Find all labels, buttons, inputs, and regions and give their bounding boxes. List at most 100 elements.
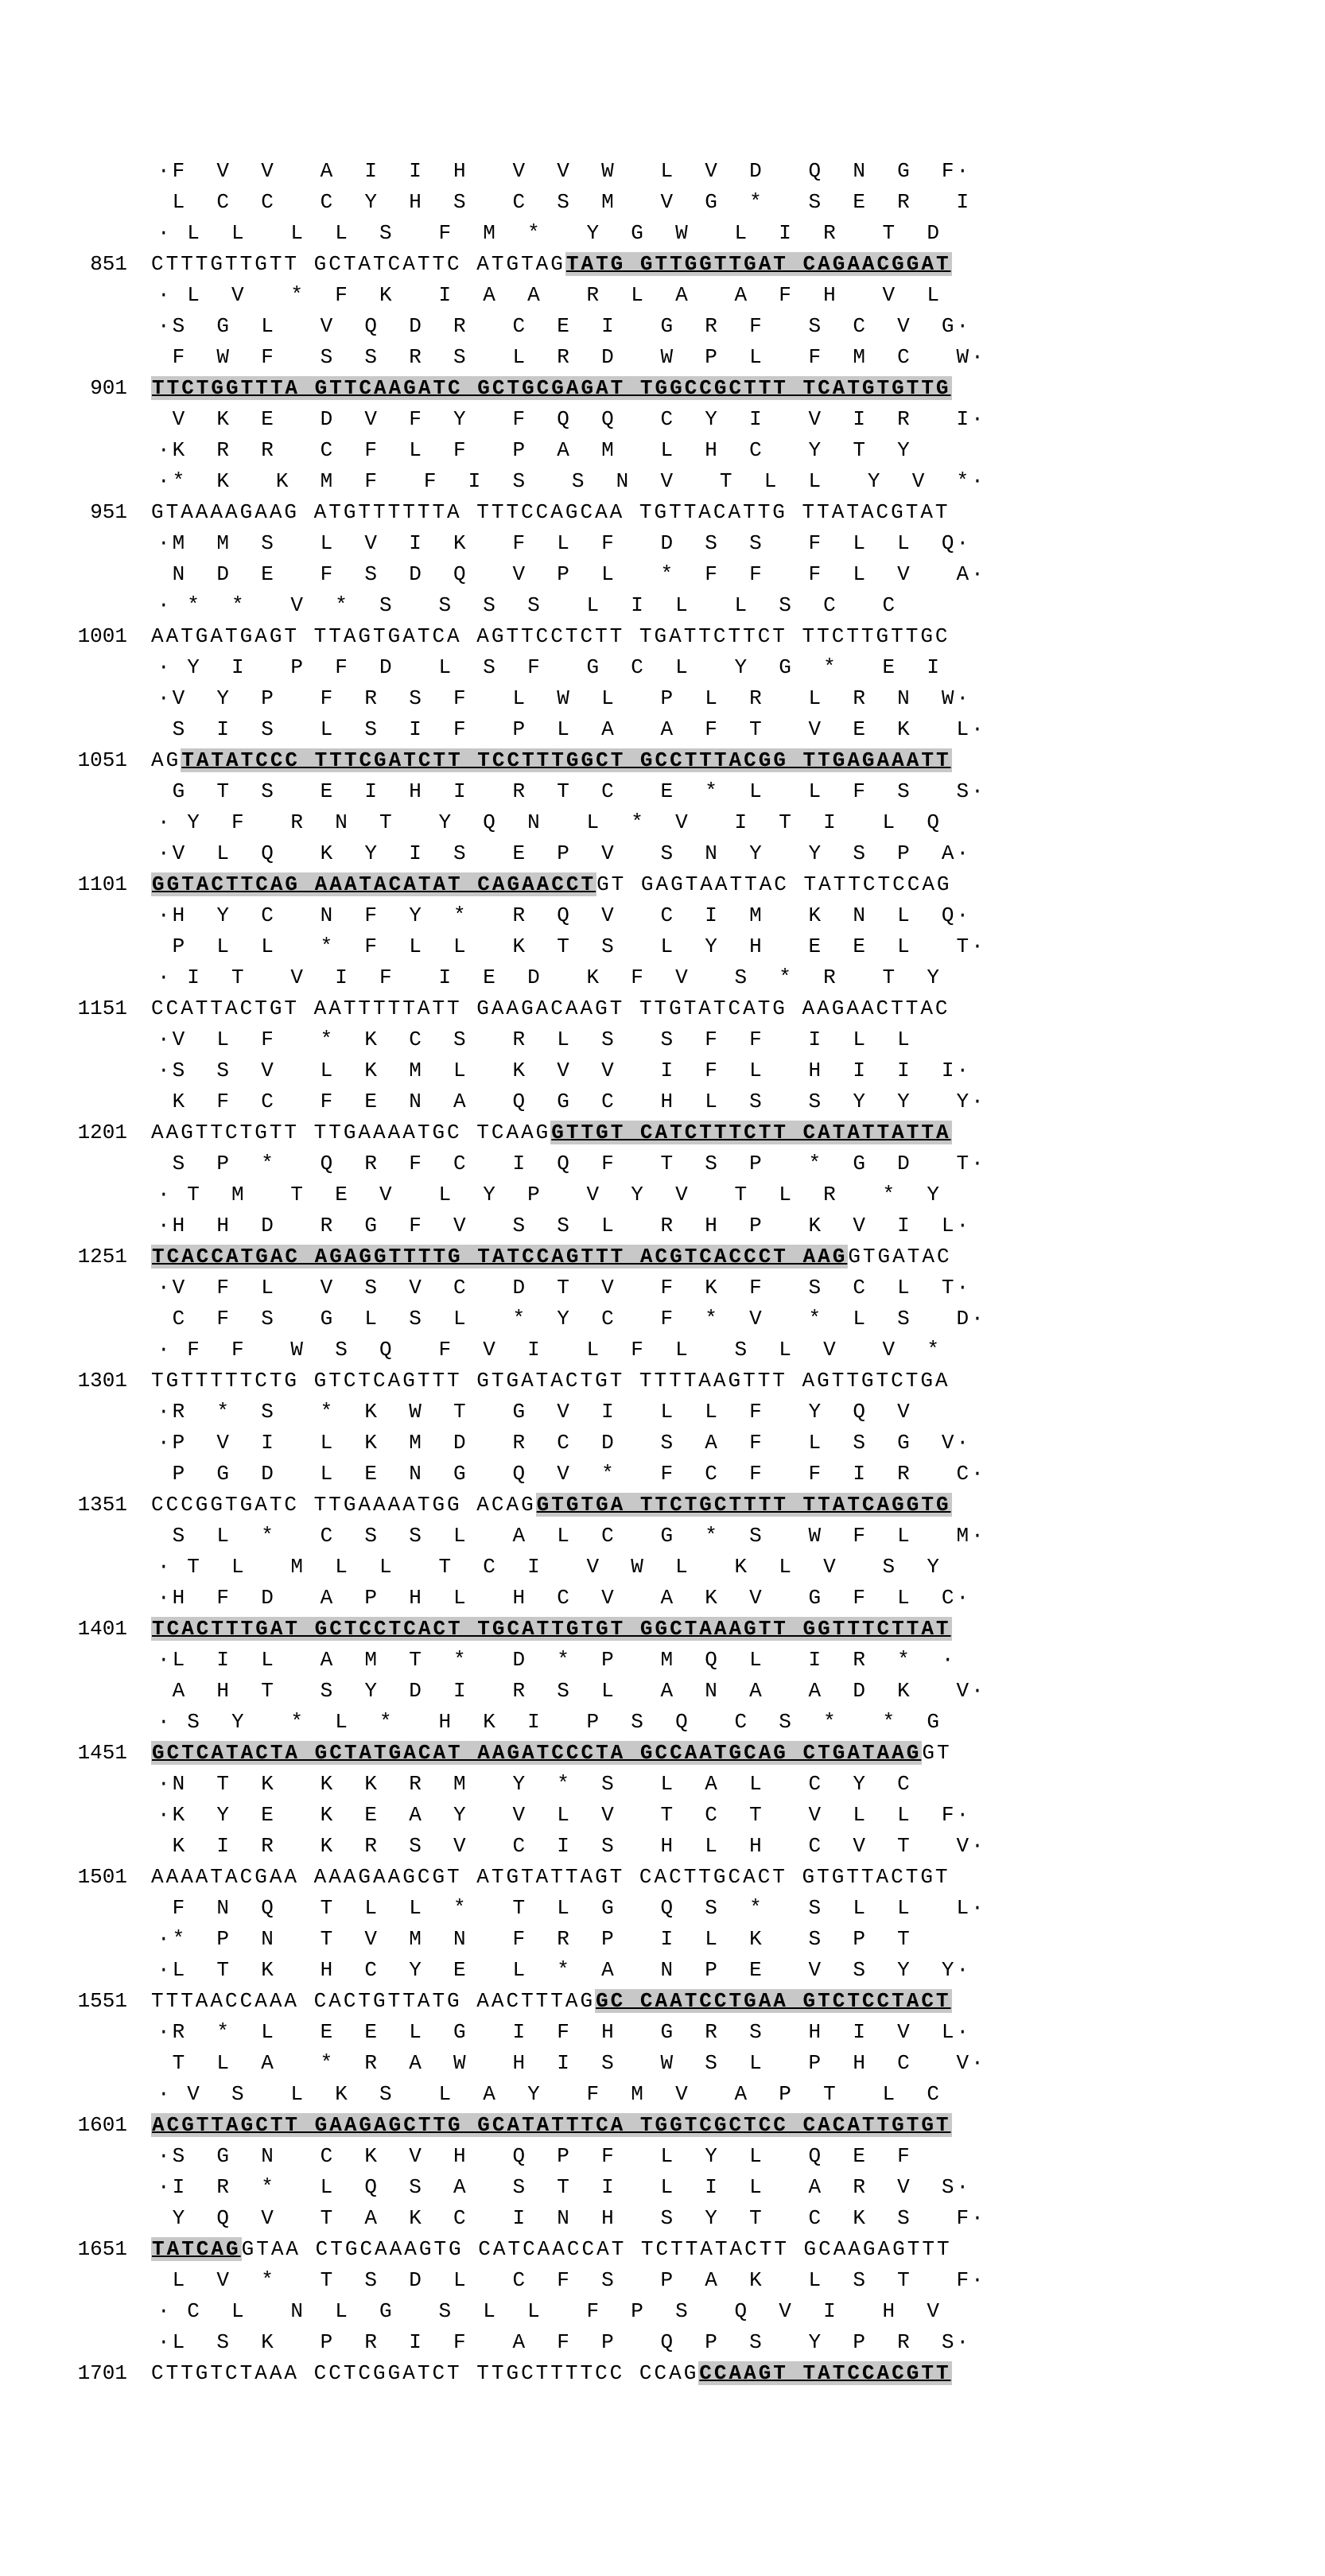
amino-acid-translation: F N Q T L L * T L G Q S * S L L L· — [151, 1893, 986, 1924]
amino-acid-translation: ·S G N C K V H Q P F L Y L Q E F — [151, 2141, 942, 2172]
dna-sequence: TATCAGGTAA CTGCAAAGTG CATCAACCAT TCTTATA… — [151, 2234, 952, 2265]
position-number: 1101 — [16, 869, 151, 900]
amino-acid-translation: ·R * S * K W T G V I L L F Y Q V — [151, 1397, 942, 1428]
amino-acid-translation: ·L I L A M T * D * P M Q L I R * · — [151, 1645, 957, 1676]
position-number: 1201 — [16, 1117, 151, 1148]
dna-sequence: TGTTTTTCTG GTCTCAGTTT GTGATACTGT TTTTAAG… — [151, 1366, 950, 1397]
amino-acid-translation: ·L T K H C Y E L * A N P E V S Y Y· — [151, 1955, 971, 1986]
amino-acid-translation: ·* K K M F F I S S N V T L L Y V *· — [151, 466, 986, 497]
plain-region: AATGATGAGT TTAGTGATCA AGTTCCTCTT TGATTCT… — [151, 624, 950, 648]
position-number: 1551 — [16, 1986, 151, 2017]
plain-region: GTAAAAGAAG ATGTTTTTTA TTTCCAGCAA TGTTACA… — [151, 500, 950, 524]
amino-acid-translation: T L A * R A W H I S W S L P H C V· — [151, 2048, 986, 2079]
dna-sequence: ACGTTAGCTT GAAGAGCTTG GCATATTTCA TGGTCGC… — [151, 2110, 952, 2141]
dna-sequence: AGTATATCCC TTTCGATCTT TCCTTTGGCT GCCTTTA… — [151, 745, 952, 776]
plain-region: GTGATAC — [848, 1245, 951, 1269]
plain-region: CCCGGTGATC TTGAAAATGG ACAG — [151, 1493, 536, 1517]
position-number: 1051 — [16, 745, 151, 776]
dna-sequence: TCACTTTGAT GCTCCTCACT TGCATTGTGT GGCTAAA… — [151, 1614, 952, 1645]
plain-region: AAGTTCTGTT TTGAAAATGC TCAAG — [151, 1121, 550, 1144]
amino-acid-translation: · F F W S Q F V I L F L S L V V * — [151, 1335, 957, 1366]
dna-sequence: TTTAACCAAA CACTGTTATG AACTTTAGGC CAATCCT… — [151, 1986, 952, 2017]
amino-acid-translation: · C L N L G S L L F P S Q V I H V — [151, 2296, 957, 2327]
dna-sequence: CTTTGTTGTT GCTATCATTC ATGTAGTATG GTTGGTT… — [151, 249, 952, 280]
highlighted-region: GTGTGA TTCTGCTTTT TTATCAGGTG — [536, 1493, 952, 1517]
amino-acid-translation: ·H H D R G F V S S L R H P K V I L· — [151, 1210, 971, 1241]
amino-acid-translation: L V * T S D L C F S P A K L S T F· — [151, 2265, 986, 2296]
dna-sequence: AAGTTCTGTT TTGAAAATGC TCAAGGTTGT CATCTTT… — [151, 1117, 952, 1148]
highlighted-region: ACGTTAGCTT GAAGAGCTTG GCATATTTCA TGGTCGC… — [151, 2113, 952, 2137]
amino-acid-translation: S I S L S I F P L A A F T V E K L· — [151, 714, 986, 745]
position-number: 1501 — [16, 1862, 151, 1893]
amino-acid-translation: ·H Y C N F Y * R Q V C I M K N L Q· — [151, 900, 971, 931]
amino-acid-translation: · L L L L S F M * Y G W L I R T D — [151, 218, 957, 249]
amino-acid-translation: G T S E I H I R T C E * L L F S S· — [151, 776, 986, 807]
amino-acid-translation: ·V Y P F R S F L W L P L R L R N W· — [151, 683, 971, 714]
highlighted-region: TATATCCC TTTCGATCTT TCCTTTGGCT GCCTTTACG… — [181, 748, 951, 772]
highlighted-region: TTCTGGTTTA GTTCAAGATC GCTGCGAGAT TGGCCGC… — [151, 376, 952, 400]
dna-sequence: GTAAAAGAAG ATGTTTTTTA TTTCCAGCAA TGTTACA… — [151, 497, 950, 528]
amino-acid-translation: ·K Y E K E A Y V L V T C T V L L F· — [151, 1800, 971, 1831]
amino-acid-translation: · Y I P F D L S F G C L Y G * E I — [151, 652, 957, 683]
dna-sequence: AAAATACGAA AAAGAAGCGT ATGTATTAGT CACTTGC… — [151, 1862, 950, 1893]
amino-acid-translation: ·* P N T V M N F R P I L K S P T — [151, 1924, 942, 1955]
amino-acid-translation: · * * V * S S S S L I L L S C C — [151, 590, 927, 621]
plain-region: CTTGTCTAAA CCTCGGATCT TTGCTTTTCC CCAG — [151, 2361, 698, 2385]
amino-acid-translation: L C C C Y H S C S M V G * S E R I — [151, 187, 986, 218]
amino-acid-translation: ·K R R C F L F P A M L H C Y T Y — [151, 435, 942, 466]
highlighted-region: GGTACTTCAG AAATACATAT CAGAACCT — [151, 872, 596, 896]
position-number: 1651 — [16, 2234, 151, 2265]
plain-region: GT — [922, 1741, 951, 1765]
highlighted-region: TCACCATGAC AGAGGTTTTG TATCCAGTTT ACGTCAC… — [151, 1245, 848, 1269]
amino-acid-translation: ·L S K P R I F A F P Q P S Y P R S· — [151, 2327, 971, 2358]
position-number: 1151 — [16, 993, 151, 1024]
amino-acid-translation: V K E D V F Y F Q Q C Y I V I R I· — [151, 404, 986, 435]
dna-sequence: AATGATGAGT TTAGTGATCA AGTTCCTCTT TGATTCT… — [151, 621, 950, 652]
amino-acid-translation: ·I R * L Q S A S T I L I L A R V S· — [151, 2172, 971, 2203]
position-number: 951 — [16, 497, 151, 528]
dna-sequence: TCACCATGAC AGAGGTTTTG TATCCAGTTT ACGTCAC… — [151, 1241, 952, 1272]
amino-acid-translation: C F S G L S L * Y C F * V * L S D· — [151, 1304, 986, 1335]
dna-sequence: GGTACTTCAG AAATACATAT CAGAACCTGT GAGTAAT… — [151, 869, 952, 900]
amino-acid-translation: ·S G L V Q D R C E I G R F S C V G· — [151, 311, 971, 342]
dna-sequence: CCCGGTGATC TTGAAAATGG ACAGGTGTGA TTCTGCT… — [151, 1490, 952, 1521]
position-number: 1251 — [16, 1241, 151, 1272]
amino-acid-translation: · S Y * L * H K I P S Q C S * * G — [151, 1707, 957, 1738]
amino-acid-translation: ·P V I L K M D R C D S A F L S G V· — [151, 1428, 971, 1459]
plain-region: CTTTGTTGTT GCTATCATTC ATGTAG — [151, 252, 565, 276]
amino-acid-translation: ·M M S L V I K F L F D S S F L L Q· — [151, 528, 971, 559]
sequence-listing: ·F V V A I I H V V W L V D Q N G F· L C … — [16, 156, 1325, 2389]
position-number: 851 — [16, 249, 151, 280]
highlighted-region: TATCAG — [151, 2237, 242, 2261]
amino-acid-translation: ·V L F * K C S R L S S F F I L L — [151, 1024, 942, 1055]
amino-acid-translation: ·R * L E E L G I F H G R S H I V L· — [151, 2017, 971, 2048]
highlighted-region: GC CAATCCTGAA GTCTCCTACT — [595, 1989, 951, 2013]
amino-acid-translation: ·H F D A P H L H C V A K V G F L C· — [151, 1583, 971, 1614]
amino-acid-translation: · T M T E V L Y P V Y V T L R * Y — [151, 1179, 957, 1210]
amino-acid-translation: ·S S V L K M L K V V I F L H I I I· — [151, 1055, 971, 1086]
amino-acid-translation: · I T V I F I E D K F V S * R T Y — [151, 962, 957, 993]
plain-region: AG — [151, 748, 181, 772]
position-number: 1301 — [16, 1366, 151, 1397]
amino-acid-translation: A H T S Y D I R S L A N A A D K V· — [151, 1676, 986, 1707]
position-number: 1601 — [16, 2110, 151, 2141]
amino-acid-translation: P G D L E N G Q V * F C F F I R C· — [151, 1459, 986, 1490]
highlighted-region: CCAAGT TATCCACGTT — [698, 2361, 951, 2385]
highlighted-region: GCTCATACTA GCTATGACAT AAGATCCCTA GCCAATG… — [151, 1741, 922, 1765]
amino-acid-translation: · L V * F K I A A R L A A F H V L — [151, 280, 957, 311]
amino-acid-translation: P L L * F L L K T S L Y H E E L T· — [151, 931, 986, 962]
amino-acid-translation: S L * C S S L A L C G * S W F L M· — [151, 1521, 986, 1552]
highlighted-region: TATG GTTGGTTGAT CAGAACGGAT — [565, 252, 952, 276]
amino-acid-translation: Y Q V T A K C I N H S Y T C K S F· — [151, 2203, 986, 2234]
dna-sequence: TTCTGGTTTA GTTCAAGATC GCTGCGAGAT TGGCCGC… — [151, 373, 952, 404]
amino-acid-translation: ·N T K K K R M Y * S L A L C Y C — [151, 1769, 942, 1800]
plain-region: GTAA CTGCAAAGTG CATCAACCAT TCTTATACTT GC… — [242, 2237, 952, 2261]
dna-sequence: CTTGTCTAAA CCTCGGATCT TTGCTTTTCC CCAGCCA… — [151, 2358, 952, 2389]
amino-acid-translation: ·F V V A I I H V V W L V D Q N G F· — [151, 156, 971, 187]
plain-region: AAAATACGAA AAAGAAGCGT ATGTATTAGT CACTTGC… — [151, 1865, 950, 1889]
amino-acid-translation: ·V F L V S V C D T V F K F S C L T· — [151, 1272, 971, 1304]
amino-acid-translation: F W F S S R S L R D W P L F M C W· — [151, 342, 986, 373]
highlighted-region: GTTGT CATCTTTCTT CATATTATTA — [550, 1121, 951, 1144]
amino-acid-translation: K F C F E N A Q G C H L S S Y Y Y· — [151, 1086, 986, 1117]
amino-acid-translation: · T L M L L T C I V W L K L V S Y — [151, 1552, 957, 1583]
